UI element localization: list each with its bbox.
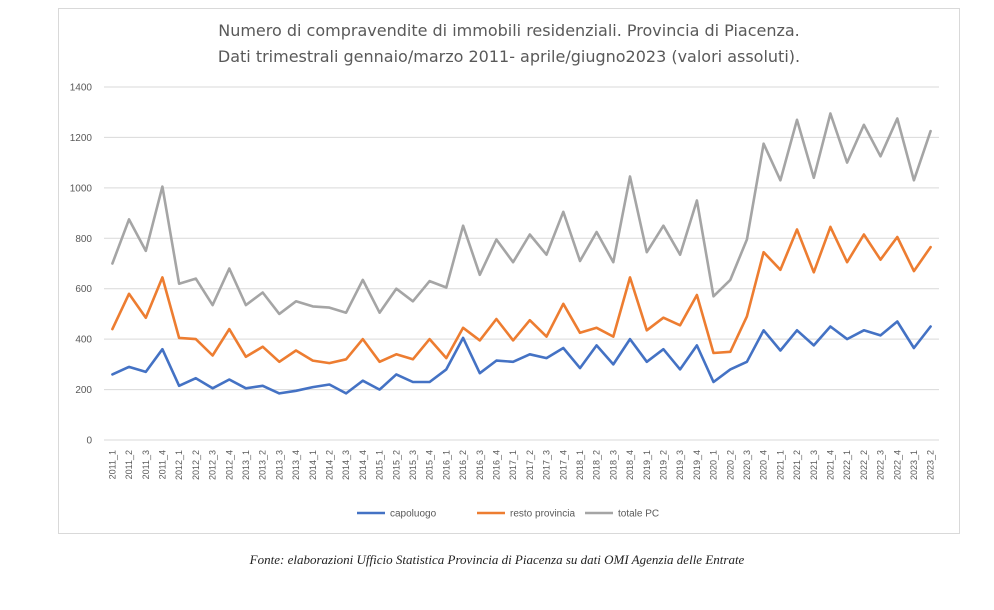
x-tick-label: 2016_4 xyxy=(491,450,501,480)
chart-title: Numero di compravendite di immobili resi… xyxy=(218,21,800,40)
x-tick-label: 2014_3 xyxy=(341,450,351,480)
x-tick-label: 2023_2 xyxy=(926,450,936,480)
x-tick-label: 2018_3 xyxy=(608,450,618,480)
x-tick-label: 2020_3 xyxy=(742,450,752,480)
x-tick-label: 2012_4 xyxy=(224,450,234,480)
x-tick-label: 2017_4 xyxy=(558,450,568,480)
y-tick-label: 1400 xyxy=(70,83,93,94)
x-tick-label: 2019_3 xyxy=(675,450,685,480)
x-tick-label: 2018_4 xyxy=(625,450,635,480)
series-line-capoluogo xyxy=(111,320,932,395)
x-tick-label: 2023_1 xyxy=(909,450,919,480)
x-tick-label: 2019_1 xyxy=(642,450,652,480)
x-tick-label: 2011_3 xyxy=(141,450,151,479)
x-tick-label: 2021_2 xyxy=(792,450,802,480)
x-tick-label: 2017_1 xyxy=(508,450,518,480)
y-tick-label: 400 xyxy=(75,335,92,346)
x-axis-ticks: 2011_1 2011_2 2011_3 2011_4 2012_1 2012_2 2012… xyxy=(107,450,935,480)
x-tick-label: 2016_3 xyxy=(475,450,485,480)
x-tick-label: 2021_4 xyxy=(825,450,835,480)
y-tick-label: 1200 xyxy=(70,133,93,144)
x-tick-label: 2020_4 xyxy=(759,450,769,480)
x-tick-label: 2015_1 xyxy=(375,450,385,480)
x-tick-label: 2019_2 xyxy=(658,450,668,480)
x-tick-label: 2013_2 xyxy=(258,450,268,480)
x-tick-label: 2012_2 xyxy=(191,450,201,480)
series-line-resto-provincia xyxy=(111,225,932,365)
x-tick-label: 2020_1 xyxy=(709,450,719,480)
y-tick-label: 1000 xyxy=(70,183,93,194)
x-tick-label: 2011_1 xyxy=(107,450,117,479)
x-tick-label: 2016_1 xyxy=(441,450,451,480)
x-tick-label: 2020_2 xyxy=(725,450,735,480)
x-tick-label: 2017_3 xyxy=(542,450,552,480)
legend-label: capoluogo xyxy=(390,509,437,520)
x-tick-label: 2022_2 xyxy=(859,450,869,480)
x-tick-label: 2017_2 xyxy=(525,450,535,480)
y-tick-label: 600 xyxy=(75,284,92,295)
x-tick-label: 2014_1 xyxy=(308,450,318,480)
x-tick-label: 2018_1 xyxy=(575,450,585,480)
x-tick-label: 2021_1 xyxy=(775,450,785,480)
x-tick-label: 2022_4 xyxy=(892,450,902,480)
x-tick-label: 2015_4 xyxy=(425,450,435,480)
x-tick-label: 2012_3 xyxy=(208,450,218,480)
line-chart: Numero di compravendite di immobili resi… xyxy=(70,21,939,520)
x-tick-label: 2015_3 xyxy=(408,450,418,480)
chart-subtitle: Dati trimestrali gennaio/marzo 2011- apr… xyxy=(218,47,800,66)
x-tick-label: 2022_1 xyxy=(842,450,852,480)
x-tick-label: 2013_1 xyxy=(241,450,251,480)
x-tick-label: 2015_2 xyxy=(391,450,401,480)
x-tick-label: 2012_1 xyxy=(174,450,184,480)
x-tick-label: 2021_3 xyxy=(809,450,819,480)
y-tick-label: 0 xyxy=(86,436,92,447)
source-note: Fonte: elaborazioni Ufficio Statistica P… xyxy=(249,552,745,567)
legend-label: resto provincia xyxy=(510,509,575,520)
y-tick-label: 800 xyxy=(75,234,92,245)
x-tick-label: 2014_2 xyxy=(324,450,334,480)
legend-label: totale PC xyxy=(618,509,659,520)
gridlines xyxy=(104,86,939,441)
x-tick-label: 2014_4 xyxy=(358,450,368,480)
y-axis-ticks: 0 200 400 600 800 1000 1200 1400 xyxy=(70,83,93,447)
x-tick-label: 2011_4 xyxy=(157,450,167,479)
chart-frame: Numero di compravendite di immobili resi… xyxy=(58,8,960,534)
legend: capoluogo resto provincia totale PC xyxy=(357,509,659,520)
x-tick-label: 2013_3 xyxy=(274,450,284,480)
series-line-totale-pc xyxy=(111,112,932,316)
x-tick-label: 2013_4 xyxy=(291,450,301,480)
series-lines xyxy=(111,112,932,395)
y-tick-label: 200 xyxy=(75,385,92,396)
x-tick-label: 2019_4 xyxy=(692,450,702,480)
x-tick-label: 2022_3 xyxy=(876,450,886,480)
x-tick-label: 2011_2 xyxy=(124,450,134,479)
x-tick-label: 2016_2 xyxy=(458,450,468,480)
x-tick-label: 2018_2 xyxy=(592,450,602,480)
